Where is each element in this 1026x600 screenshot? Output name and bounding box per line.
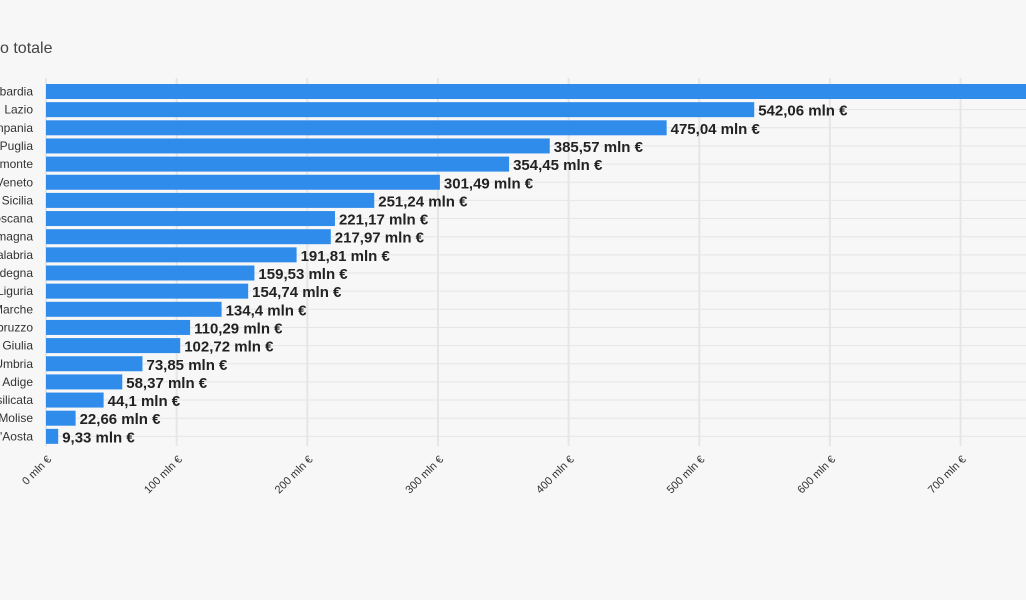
category-label: bruzzo: [0, 320, 33, 334]
category-label: Giulia: [2, 339, 33, 353]
bar: [46, 102, 755, 118]
bar: [46, 265, 255, 281]
category-label: magna: [0, 230, 33, 244]
value-label: 354,45 mln €: [513, 157, 603, 174]
chart-title: o totale: [0, 40, 53, 57]
bar: [46, 319, 191, 335]
value-label: 475,04 mln €: [671, 121, 761, 138]
value-label: 154,74 mln €: [252, 284, 342, 301]
x-axis-ticks: 0 mln € 100 mln € 200 mln € 300 mln € 400 ml…: [20, 454, 969, 497]
value-label: 102,72 mln €: [184, 339, 274, 356]
bar: [46, 392, 104, 408]
category-labels: bardia Lazio npania Puglia monte Veneto Sicili…: [0, 85, 33, 444]
value-label: 385,57 mln €: [554, 139, 644, 156]
category-label: Molise: [0, 411, 33, 425]
category-label: Liguria: [0, 284, 33, 298]
value-label: 301,49 mln €: [444, 175, 534, 192]
value-label: 73,85 mln €: [146, 357, 228, 374]
value-label: 159,53 mln €: [258, 266, 348, 283]
x-tick-label: 600 mln €: [795, 454, 838, 497]
bars: [46, 84, 1026, 444]
bar: [46, 410, 76, 426]
value-label: 251,24 mln €: [378, 193, 468, 210]
x-tick-label: 300 mln €: [403, 454, 446, 497]
value-label: 58,37 mln €: [126, 375, 208, 392]
value-label: 542,06 mln €: [758, 103, 848, 120]
bar: [46, 247, 297, 263]
category-label: Veneto: [0, 175, 33, 189]
x-tick-label: 200 mln €: [273, 454, 316, 497]
x-tick-label: 100 mln €: [142, 454, 185, 497]
category-label: Marche: [0, 302, 33, 316]
category-label: Adige: [2, 375, 33, 389]
bar: [46, 338, 181, 354]
category-label: npania: [0, 121, 33, 135]
bar: [46, 174, 440, 190]
bar: [46, 356, 143, 372]
category-label: silicata: [0, 393, 33, 407]
category-label: bardia: [0, 85, 33, 99]
category-label: Puglia: [0, 139, 33, 153]
category-label: Lazio: [4, 103, 33, 117]
x-tick-label: 500 mln €: [665, 454, 708, 497]
bar: [46, 156, 510, 172]
bar: [46, 84, 1026, 99]
category-label: Sicilia: [2, 193, 34, 207]
value-label: 191,81 mln €: [301, 248, 391, 265]
bar: [46, 428, 59, 444]
bar: [46, 192, 375, 208]
category-label: alabria: [0, 248, 33, 262]
value-labels: 542,06 mln €475,04 mln € 385,57 mln €354,…: [62, 103, 848, 447]
category-label: 'Aosta: [0, 429, 33, 443]
bar: [46, 138, 550, 154]
x-tick-label: 400 mln €: [534, 454, 577, 497]
value-label: 221,17 mln €: [339, 212, 429, 229]
category-label: oscana: [0, 212, 33, 226]
bar: [46, 283, 249, 299]
category-label: Umbria: [0, 357, 33, 371]
x-tick-label: 0 mln €: [20, 454, 54, 488]
bar: [46, 374, 123, 390]
bar: [46, 301, 222, 317]
value-label: 134,4 mln €: [226, 302, 308, 319]
bar: [46, 211, 335, 227]
value-label: 44,1 mln €: [108, 393, 181, 410]
category-label: monte: [0, 157, 33, 171]
bar: [46, 120, 667, 136]
value-label: 22,66 mln €: [80, 411, 162, 428]
value-label: 217,97 mln €: [335, 230, 425, 247]
value-label: 110,29 mln €: [194, 320, 283, 337]
bar: [46, 229, 331, 245]
category-label: degna: [0, 266, 33, 280]
x-tick-label: 700 mln €: [926, 454, 969, 497]
value-label: 9,33 mln €: [62, 429, 135, 446]
